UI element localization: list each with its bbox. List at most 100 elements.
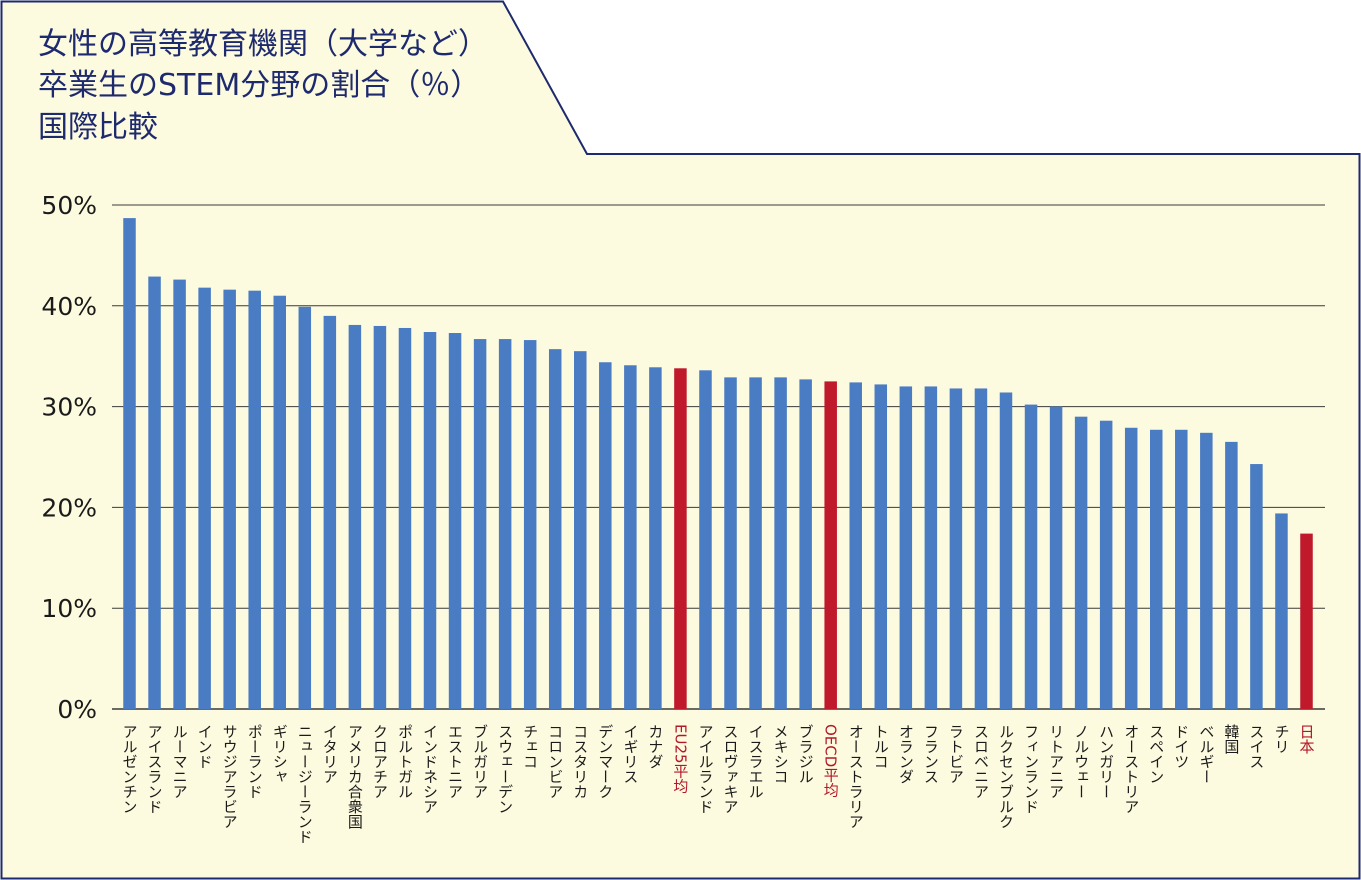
x-tick-label: スロベニア [972,724,990,799]
x-tick-label: オーストリア [1122,724,1140,814]
bar [849,382,862,709]
bar [1149,429,1163,709]
bar [1175,429,1188,709]
x-tick-label: EU25平均 [671,724,689,795]
bar [599,362,612,709]
x-tick-label: アイルランド [696,724,714,814]
x-tick-label: デンマーク [596,724,614,799]
bar [674,368,687,709]
bar [148,276,161,709]
x-tick-label: アメリカ合衆国 [346,724,364,829]
title-line-1: 女性の高等教育機関（大学など） [38,27,488,62]
bar [498,339,512,709]
x-tick-label: ノルウェー [1072,724,1090,799]
chart-title: 女性の高等教育機関（大学など） 卒業生のSTEM分野の割合（％） 国際比較 [38,27,488,145]
x-tick-label: リトアニア [1047,724,1065,799]
y-tick-label: 30% [41,393,97,422]
y-tick-label: 20% [41,493,97,522]
x-tick-label: ベルギー [1197,724,1215,784]
x-tick-label: スウェーデン [496,724,514,814]
bar [1225,441,1238,709]
bar [1099,420,1113,709]
bar [273,295,287,709]
x-tick-label: ドイツ [1172,724,1190,769]
x-tick-label: チェコ [521,724,539,769]
bar [1049,406,1063,709]
x-tick-label: フィンランド [1022,724,1040,814]
x-tick-label: 日本 [1298,724,1316,754]
bar [1250,464,1263,709]
bar [398,327,412,709]
x-tick-label: インドネシア [421,724,439,814]
bar [724,377,737,709]
bar [699,370,712,709]
bar [999,392,1013,709]
y-axis: 0% 10% 20% 30% 40% 50% [41,191,97,724]
x-tick-label: コロンビア [546,724,564,799]
bar [799,379,812,709]
bar [448,333,462,709]
x-tick-label: アイスランド [146,724,164,814]
bar [624,365,637,709]
x-tick-label: フランス [922,724,940,784]
y-tick-label: 40% [41,292,97,321]
bar [874,384,888,709]
bar [974,388,988,709]
bar [523,340,537,709]
x-tick-label: イスラエル [747,724,765,799]
bar [1024,404,1038,709]
x-tick-label: イギリス [621,724,639,784]
x-tick-label: ポルトガル [396,724,414,799]
x-tick-label: ルーマニア [171,724,189,799]
y-tick-label: 50% [41,191,97,220]
bar [949,388,963,709]
bar [248,290,261,709]
x-tick-label: ハンガリー [1097,724,1115,799]
x-tick-label: コスタリカ [571,724,589,799]
x-tick-label: スペイン [1147,724,1165,784]
x-tick-label: オランダ [897,724,915,784]
x-tick-label: インド [196,724,214,769]
title-line-3: 国際比較 [38,110,158,145]
bar [1200,432,1213,709]
x-tick-label: メキシコ [772,724,790,784]
x-tick-label: チリ [1272,724,1290,754]
x-tick-label: 韓国 [1222,724,1240,754]
x-tick-label: アルゼンチン [121,724,139,814]
x-tick-label: スロヴァキア [722,724,740,814]
x-tick-label: ポーランド [246,724,264,799]
bar [323,315,337,709]
y-tick-label: 0% [57,695,97,724]
bar [373,325,387,709]
bar [1074,416,1088,709]
bar [173,279,186,709]
x-tick-label: ルクセンブルク [997,724,1015,829]
x-tick-label: ギリシャ [271,724,289,784]
bar [423,332,437,709]
bar [774,377,787,709]
x-tick-label: サウジアラビア [221,724,239,829]
x-axis-labels: アルゼンチン アイスランド ルーマニア インド サウジアラビア ポーランド ギリシャ ニュージ… [121,724,1316,844]
bar [824,381,837,709]
gridlines [112,204,1325,710]
x-tick-label: OECD平均 [822,724,840,799]
x-tick-label: イタリア [321,724,339,784]
bar [548,349,562,709]
bar [223,289,236,709]
bars [123,218,1313,709]
bar [749,377,762,709]
bar [649,367,662,709]
bar [574,351,587,709]
bar [1275,513,1288,709]
x-tick-label: カナダ [646,724,664,769]
x-tick-label: エストニア [446,724,464,799]
x-tick-label: ブラジル [797,724,815,784]
x-tick-label: クロアチア [371,724,389,799]
bar [899,386,913,709]
bar [473,339,487,709]
bar [1124,427,1138,709]
x-tick-label: トルコ [872,724,890,769]
bar [123,218,136,709]
bar [198,287,211,709]
